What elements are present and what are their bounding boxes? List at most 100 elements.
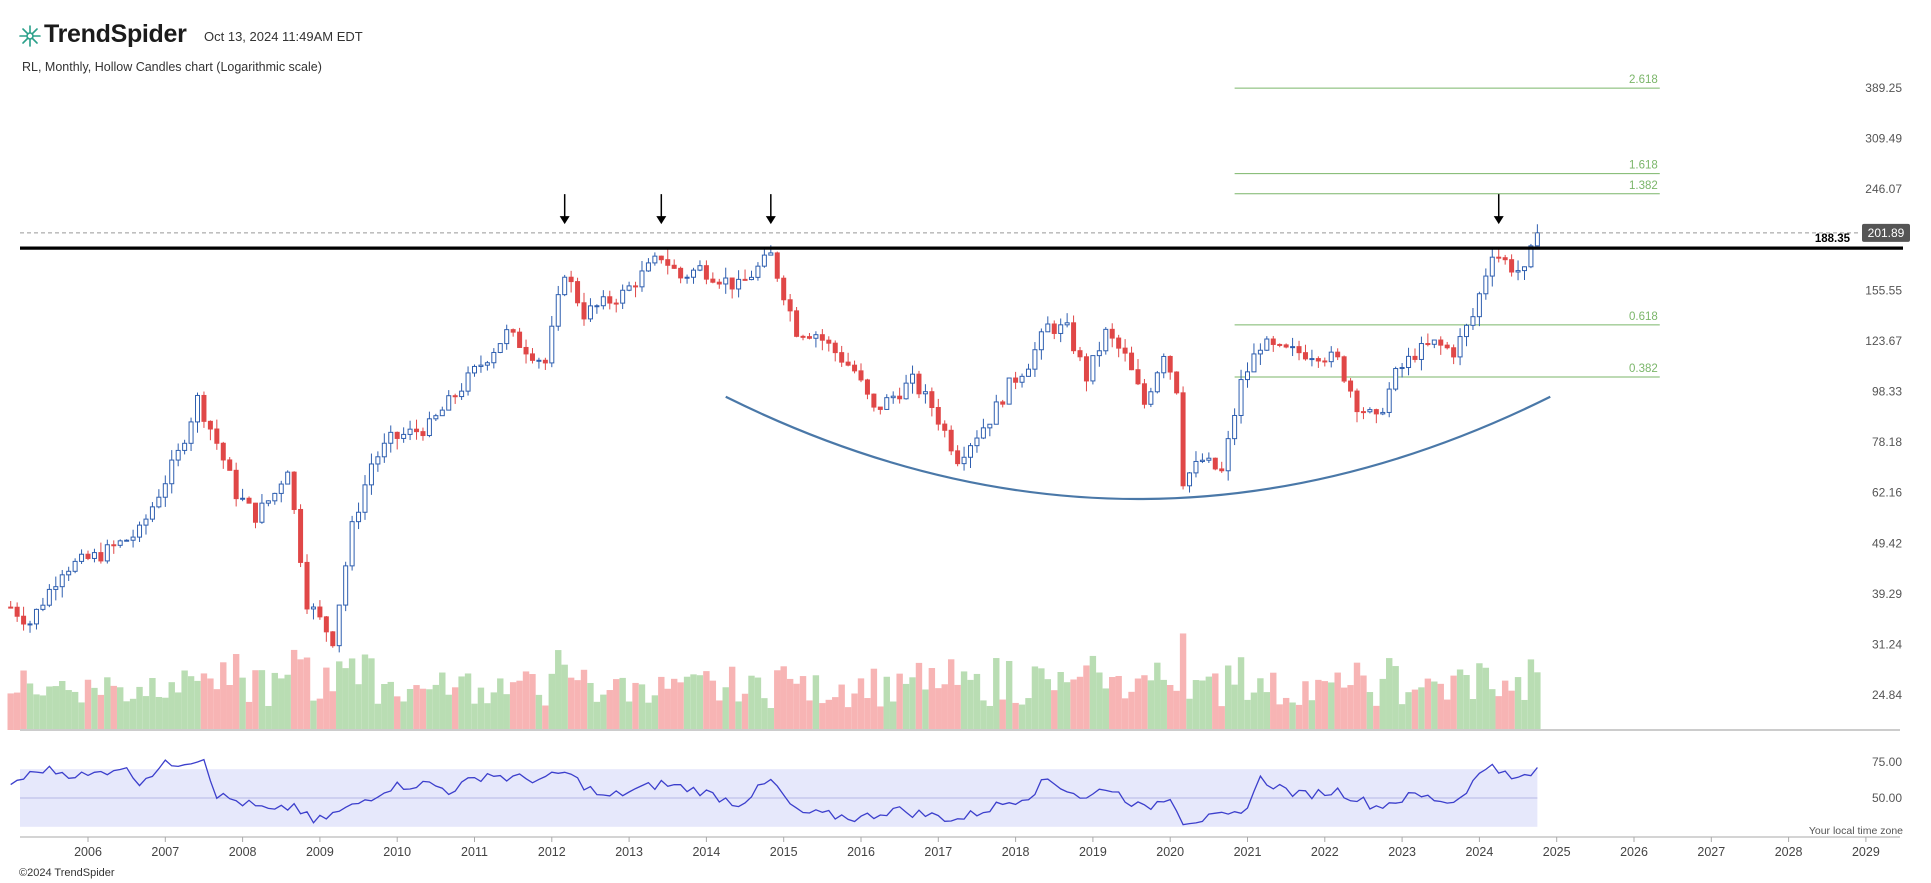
candle-down (220, 442, 226, 461)
volume-bar (1489, 689, 1496, 730)
volume-bar (265, 705, 272, 730)
candle-up (240, 497, 246, 500)
volume-bar (290, 649, 298, 730)
volume-bar (1186, 698, 1193, 730)
candle-down (1425, 343, 1431, 346)
candle-up (761, 254, 767, 267)
candle-up (1457, 336, 1463, 358)
volume-bar (658, 676, 665, 730)
x-tick-label: 2028 (1775, 845, 1803, 859)
candle-up (697, 265, 703, 271)
candle-down (613, 302, 619, 305)
volume-bar (774, 670, 781, 730)
candle-up (66, 570, 72, 576)
candle-up (691, 269, 697, 278)
volume-bar (432, 684, 440, 730)
candle-up (278, 483, 284, 494)
y-tick-label: 78.18 (1872, 435, 1902, 449)
volume-bar (548, 673, 555, 730)
candle-up (426, 418, 432, 437)
volume-bar (690, 674, 697, 730)
volume-bar (1276, 704, 1283, 730)
candle-up (1367, 409, 1373, 413)
candle-down (1116, 337, 1122, 349)
volume-bar (709, 680, 717, 730)
volume-bar (1263, 692, 1271, 730)
candle-down (575, 281, 581, 304)
volume-bar (1237, 657, 1245, 730)
x-tick-label: 2012 (538, 845, 566, 859)
volume-bar (490, 692, 498, 730)
candle-down (1277, 343, 1283, 346)
volume-bar (600, 694, 607, 730)
candle-up (459, 390, 465, 398)
volume-bar (348, 658, 356, 730)
volume-bar (1063, 682, 1071, 730)
volume-bar (1199, 680, 1206, 730)
volume-bar (1051, 690, 1058, 730)
candle-up (1225, 438, 1231, 472)
chart-timestamp: Oct 13, 2024 11:49AM EDT (204, 29, 363, 44)
candle-up (652, 255, 658, 264)
rsi-axis: 75.00 50.00 (1872, 755, 1902, 805)
x-tick-label: 2011 (461, 845, 488, 859)
volume-bar (1469, 698, 1477, 730)
candle-down (1348, 380, 1354, 392)
candle-up (1521, 266, 1527, 272)
volume-bar (767, 708, 775, 730)
volume-bar (187, 676, 195, 730)
volume-bar (464, 673, 472, 730)
volume-bar (1418, 687, 1425, 730)
volume-bar (1282, 697, 1290, 730)
candle-up (1386, 388, 1392, 413)
volume-bar (683, 676, 691, 730)
arrow-annotations (559, 194, 1504, 225)
volume-bar (1173, 690, 1180, 730)
volume-bar (361, 654, 369, 730)
candle-up (188, 421, 194, 444)
volume-bar (735, 701, 742, 730)
volume-bar (1373, 705, 1380, 730)
volume-bar (1205, 676, 1213, 730)
rsi-tick-label: 75.00 (1872, 755, 1902, 769)
candle-up (536, 359, 542, 362)
candle-up (143, 518, 149, 526)
volume-bar (123, 701, 130, 730)
candle-up (59, 574, 65, 588)
candle-up (117, 540, 123, 546)
candle-up (1257, 349, 1263, 355)
volume-bar (310, 700, 317, 730)
candle-down (665, 259, 671, 266)
candle-down (826, 339, 832, 344)
volume-bar (922, 689, 929, 730)
volume-bar (677, 682, 684, 730)
volume-bar (838, 684, 845, 730)
candle-up (987, 423, 993, 429)
x-tick-label: 2010 (383, 845, 411, 859)
candles (8, 224, 1540, 653)
volume-bar (1392, 666, 1399, 730)
candle-down (1077, 350, 1083, 358)
candle-down (1438, 339, 1444, 346)
candle-up (993, 401, 999, 425)
volume-bar (162, 697, 169, 730)
x-tick-label: 2019 (1079, 845, 1107, 859)
candle-up (484, 362, 490, 366)
trendspider-logo-icon (19, 25, 41, 47)
candle-up (587, 305, 593, 320)
volume-bar (1514, 677, 1522, 730)
volume-bar (593, 701, 601, 730)
candle-down (323, 616, 329, 633)
candle-up (497, 343, 503, 353)
volume-bar (1463, 675, 1470, 730)
candle-down (8, 606, 14, 609)
volume-bar (194, 680, 201, 730)
candle-down (1000, 401, 1006, 405)
y-tick-label: 155.55 (1865, 283, 1902, 297)
volume-bar (117, 687, 124, 730)
candle-down (98, 552, 104, 562)
candle-up (1161, 355, 1167, 374)
candle-up (149, 506, 155, 520)
volume-bar (471, 703, 478, 730)
